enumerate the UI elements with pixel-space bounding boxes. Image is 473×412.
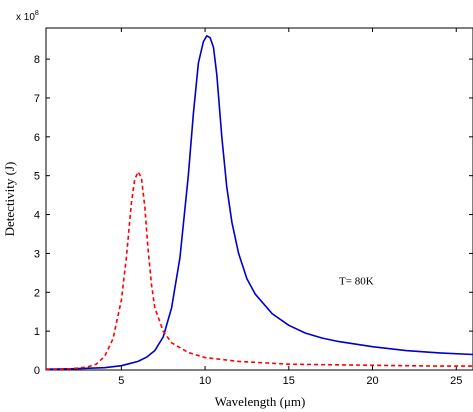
x-tick-label: 20 xyxy=(366,375,378,387)
series-layer xyxy=(45,34,473,371)
y-tick-label: 0 xyxy=(34,365,40,377)
y-axis-title: Detectivity (J) xyxy=(2,162,17,237)
y-tick-label: 5 xyxy=(34,171,40,183)
y-tick-label: 7 xyxy=(34,93,40,105)
y-tick-label: 3 xyxy=(34,248,40,260)
series-line-solid xyxy=(45,34,473,370)
y-tick-label: 1 xyxy=(34,326,40,338)
y-tick-label: 6 xyxy=(34,132,40,144)
y-tick-label: 8 xyxy=(34,54,40,66)
x-tick-label: 15 xyxy=(283,375,295,387)
y-tick-label: 2 xyxy=(34,287,40,299)
x-tick-label: 10 xyxy=(199,375,211,387)
tick-labels: 5 10 15 20 25 0 1 2 3 4 5 6 7 8 xyxy=(34,54,463,387)
axis-ticks xyxy=(46,28,473,371)
y-tick-label: 4 xyxy=(34,210,40,222)
plot-area xyxy=(45,27,473,371)
y-multiplier-label: x 108 xyxy=(16,10,39,23)
x-tick-label: 5 xyxy=(118,375,124,387)
series-line-dashed xyxy=(45,171,473,371)
temperature-annotation: T= 80K xyxy=(339,276,374,288)
x-tick-label: 25 xyxy=(450,375,462,387)
x-axis-title: Wavelength (μm) xyxy=(215,394,306,409)
